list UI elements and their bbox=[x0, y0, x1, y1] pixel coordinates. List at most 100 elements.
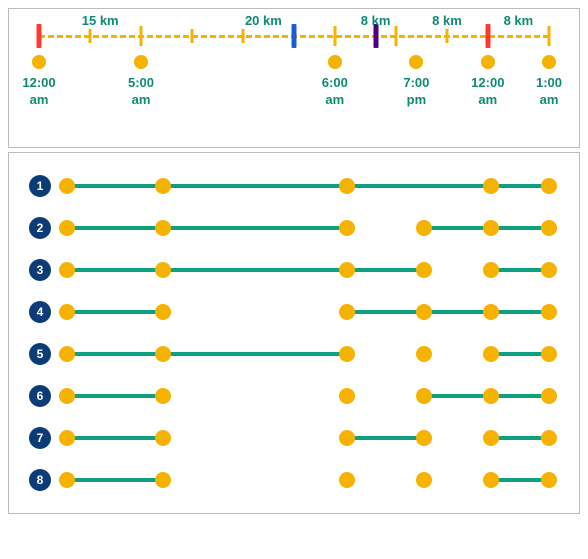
node bbox=[155, 262, 171, 278]
node bbox=[541, 472, 557, 488]
row: 4 bbox=[39, 291, 549, 333]
time-label: 6:00am bbox=[322, 75, 348, 109]
row-badge: 3 bbox=[29, 259, 51, 281]
segment bbox=[347, 268, 424, 272]
node bbox=[541, 178, 557, 194]
node bbox=[155, 346, 171, 362]
node bbox=[416, 262, 432, 278]
segment bbox=[67, 184, 163, 188]
node bbox=[339, 346, 355, 362]
node bbox=[59, 304, 75, 320]
row-badge: 7 bbox=[29, 427, 51, 449]
segment bbox=[163, 226, 346, 230]
node bbox=[541, 262, 557, 278]
node bbox=[483, 472, 499, 488]
time-dot bbox=[409, 55, 423, 69]
node bbox=[541, 388, 557, 404]
row-badge: 4 bbox=[29, 301, 51, 323]
node bbox=[59, 178, 75, 194]
segment bbox=[67, 352, 163, 356]
node bbox=[541, 220, 557, 236]
node bbox=[339, 388, 355, 404]
node bbox=[416, 388, 432, 404]
segment bbox=[424, 394, 491, 398]
node bbox=[339, 178, 355, 194]
row-badge: 6 bbox=[29, 385, 51, 407]
row-plot bbox=[67, 165, 549, 207]
distance-label: 8 km bbox=[504, 13, 534, 28]
axis-tick bbox=[548, 26, 551, 46]
row: 6 bbox=[39, 375, 549, 417]
node bbox=[339, 220, 355, 236]
row-plot bbox=[67, 207, 549, 249]
segment bbox=[347, 436, 424, 440]
row: 7 bbox=[39, 417, 549, 459]
time-dot bbox=[134, 55, 148, 69]
node bbox=[483, 430, 499, 446]
axis-marker bbox=[292, 24, 297, 48]
segment bbox=[67, 226, 163, 230]
axis-tick bbox=[191, 29, 194, 43]
axis-tick bbox=[446, 29, 449, 43]
row-plot bbox=[67, 333, 549, 375]
node bbox=[416, 346, 432, 362]
node bbox=[483, 388, 499, 404]
node bbox=[416, 304, 432, 320]
time-label: 5:00am bbox=[128, 75, 154, 109]
row-plot bbox=[67, 291, 549, 333]
node bbox=[155, 178, 171, 194]
node bbox=[155, 388, 171, 404]
node bbox=[59, 346, 75, 362]
node bbox=[416, 472, 432, 488]
axis-tick bbox=[395, 26, 398, 46]
node bbox=[483, 220, 499, 236]
node bbox=[155, 220, 171, 236]
segment bbox=[67, 478, 163, 482]
time-label: 7:00pm bbox=[403, 75, 429, 109]
time-label: 12:00am bbox=[471, 75, 504, 109]
row-badge: 1 bbox=[29, 175, 51, 197]
segment bbox=[67, 310, 163, 314]
time-label: 1:00am bbox=[536, 75, 562, 109]
distance-label: 8 km bbox=[432, 13, 462, 28]
segment bbox=[163, 352, 346, 356]
row-plot bbox=[67, 459, 549, 501]
node bbox=[483, 346, 499, 362]
row: 1 bbox=[39, 165, 549, 207]
distance-label: 15 km bbox=[82, 13, 119, 28]
node bbox=[541, 430, 557, 446]
axis-tick bbox=[89, 29, 92, 43]
time-dot bbox=[32, 55, 46, 69]
segment bbox=[163, 268, 346, 272]
node bbox=[59, 472, 75, 488]
row-badge: 5 bbox=[29, 343, 51, 365]
distance-label: 20 km bbox=[245, 13, 282, 28]
row: 3 bbox=[39, 249, 549, 291]
segment bbox=[163, 184, 346, 188]
axis-marker bbox=[37, 24, 42, 48]
segment bbox=[424, 310, 491, 314]
segment bbox=[67, 436, 163, 440]
axis-area: 15 km20 km8 km8 km8 km12:00am5:00am6:00a… bbox=[39, 21, 549, 71]
node bbox=[339, 304, 355, 320]
timeline-panel: 15 km 20 km 8 km 8 km 8 km 12:00am 5:00am 6:00a… bbox=[8, 8, 580, 148]
node bbox=[483, 178, 499, 194]
node bbox=[541, 304, 557, 320]
node bbox=[59, 430, 75, 446]
distance-label: 8 km bbox=[361, 13, 391, 28]
row-badge: 2 bbox=[29, 217, 51, 239]
segment bbox=[67, 394, 163, 398]
row-plot bbox=[67, 249, 549, 291]
row-plot bbox=[67, 375, 549, 417]
node bbox=[59, 262, 75, 278]
segment bbox=[67, 268, 163, 272]
node bbox=[339, 430, 355, 446]
time-dot bbox=[328, 55, 342, 69]
node bbox=[155, 430, 171, 446]
row: 2 bbox=[39, 207, 549, 249]
segment bbox=[347, 310, 424, 314]
node bbox=[541, 346, 557, 362]
segment bbox=[347, 184, 492, 188]
node bbox=[416, 430, 432, 446]
row-badge: 8 bbox=[29, 469, 51, 491]
